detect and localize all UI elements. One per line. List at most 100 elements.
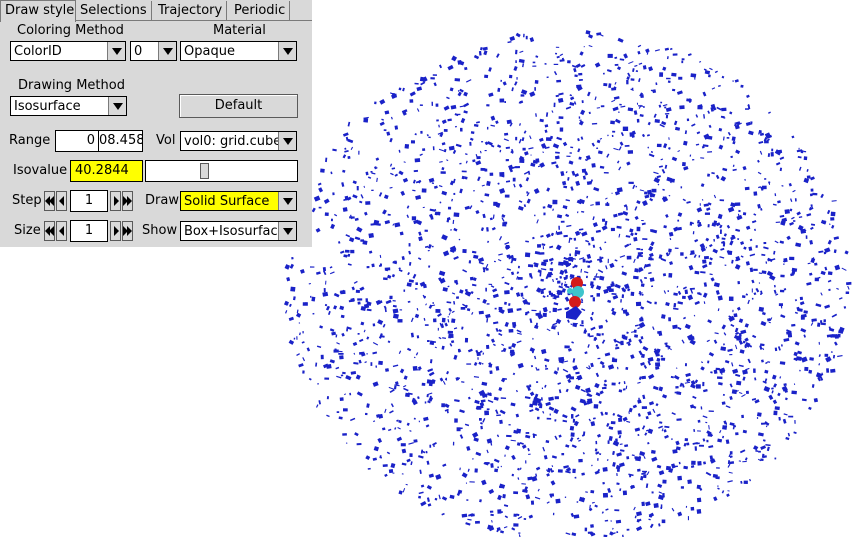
isosurface-fragment	[804, 366, 809, 371]
isosurface-fragment	[779, 156, 785, 160]
isosurface-fragment	[643, 455, 646, 459]
isosurface-fragment	[590, 236, 595, 242]
isosurface-fragment	[453, 212, 460, 217]
isosurface-fragment	[492, 214, 495, 219]
isosurface-fragment	[716, 467, 720, 469]
isosurface-fragment	[700, 246, 707, 252]
step-input[interactable]: 1	[70, 190, 108, 212]
step-increment-button[interactable]	[110, 191, 121, 211]
isosurface-fragment	[762, 380, 767, 384]
tab-periodic[interactable]: Periodic	[230, 1, 291, 20]
default-button[interactable]: Default	[179, 94, 298, 118]
isosurface-fragment	[775, 161, 781, 166]
isosurface-fragment	[365, 455, 371, 461]
isosurface-fragment	[612, 450, 615, 456]
isosurface-fragment	[565, 171, 568, 174]
isosurface-fragment	[430, 216, 434, 220]
isosurface-fragment	[559, 275, 563, 279]
isosurface-fragment	[655, 362, 661, 367]
isovalue-input[interactable]: 40.2844	[70, 160, 143, 182]
tab-label: Trajectory	[158, 3, 223, 18]
drawing-method-select[interactable]: Isosurface	[10, 96, 127, 116]
isosurface-fragment	[544, 62, 547, 65]
isosurface-fragment	[581, 231, 588, 237]
step-decrement-button[interactable]	[56, 191, 67, 211]
isovalue-slider[interactable]	[145, 160, 298, 182]
isosurface-fragment	[426, 485, 432, 490]
isosurface-fragment	[710, 277, 715, 282]
isosurface-fragment	[665, 252, 670, 257]
isosurface-fragment	[406, 422, 410, 426]
isosurface-fragment	[504, 101, 506, 103]
isosurface-fragment	[454, 399, 460, 403]
isosurface-fragment	[503, 504, 509, 508]
volume-select[interactable]: vol0: grid.cube	[180, 131, 297, 151]
isosurface-fragment	[588, 365, 591, 369]
isosurface-fragment	[774, 406, 780, 411]
size-increment-button[interactable]	[110, 221, 121, 241]
isosurface-fragment	[791, 135, 795, 139]
isosurface-fragment	[424, 245, 429, 249]
isosurface-fragment	[491, 519, 493, 523]
material-select[interactable]: Opaque	[180, 41, 297, 61]
color-id-select[interactable]: 0	[130, 41, 177, 61]
range-min-input[interactable]: 0	[55, 130, 99, 152]
isosurface-fragment	[738, 460, 742, 462]
isosurface-fragment	[595, 451, 600, 455]
size-decrement-fast-button[interactable]	[44, 221, 55, 241]
slider-handle[interactable]	[200, 163, 209, 179]
isosurface-fragment	[644, 191, 648, 195]
tab-trajectory[interactable]: Trajectory	[154, 1, 228, 20]
isosurface-fragment	[633, 258, 636, 264]
size-input[interactable]: 1	[70, 220, 108, 242]
isosurface-fragment	[607, 364, 615, 370]
isosurface-fragment	[439, 201, 442, 204]
isosurface-fragment	[554, 419, 557, 422]
isosurface-fragment	[422, 148, 426, 151]
isosurface-fragment	[637, 399, 642, 404]
isosurface-fragment	[698, 444, 704, 447]
isosurface-fragment	[372, 342, 379, 346]
isosurface-fragment	[459, 60, 465, 66]
isosurface-fragment	[536, 219, 539, 224]
isosurface-fragment	[624, 444, 629, 448]
tab-draw-style[interactable]: Draw style	[0, 0, 76, 22]
isosurface-fragment	[709, 455, 714, 460]
isosurface-fragment	[427, 340, 430, 342]
isosurface-fragment	[429, 208, 436, 212]
isosurface-fragment	[556, 55, 560, 59]
isosurface-fragment	[583, 270, 589, 274]
isosurface-fragment	[478, 50, 482, 56]
isosurface-fragment	[492, 293, 499, 299]
isosurface-fragment	[626, 331, 629, 335]
isosurface-fragment	[443, 105, 450, 111]
isosurface-fragment	[529, 274, 533, 279]
size-increment-fast-button[interactable]	[122, 221, 133, 241]
isosurface-fragment	[479, 402, 485, 407]
show-select[interactable]: Box+Isosurface	[180, 221, 297, 241]
draw-style-select[interactable]: Solid Surface	[180, 191, 297, 211]
range-max-input[interactable]: 08.458	[98, 130, 143, 152]
isosurface-fragment	[508, 346, 512, 350]
isosurface-fragment	[720, 115, 725, 119]
isosurface-fragment	[296, 309, 299, 314]
isosurface-fragment	[613, 96, 620, 100]
isosurface-fragment	[665, 107, 672, 112]
atom-oxygen	[569, 296, 581, 308]
size-decrement-button[interactable]	[56, 221, 67, 241]
tab-selections[interactable]: Selections	[76, 1, 152, 20]
step-increment-fast-button[interactable]	[122, 191, 133, 211]
isosurface-fragment	[422, 294, 426, 299]
isosurface-fragment	[473, 54, 480, 60]
isosurface-fragment	[440, 323, 445, 329]
coloring-method-select[interactable]: ColorID	[10, 41, 126, 61]
isosurface-fragment	[390, 463, 396, 469]
isosurface-fragment	[560, 170, 565, 177]
isosurface-fragment	[342, 433, 347, 436]
isosurface-fragment	[734, 202, 741, 206]
isosurface-fragment	[546, 328, 551, 332]
isosurface-fragment	[555, 498, 561, 504]
isosurface-fragment	[355, 374, 361, 380]
step-decrement-fast-button[interactable]	[44, 191, 55, 211]
